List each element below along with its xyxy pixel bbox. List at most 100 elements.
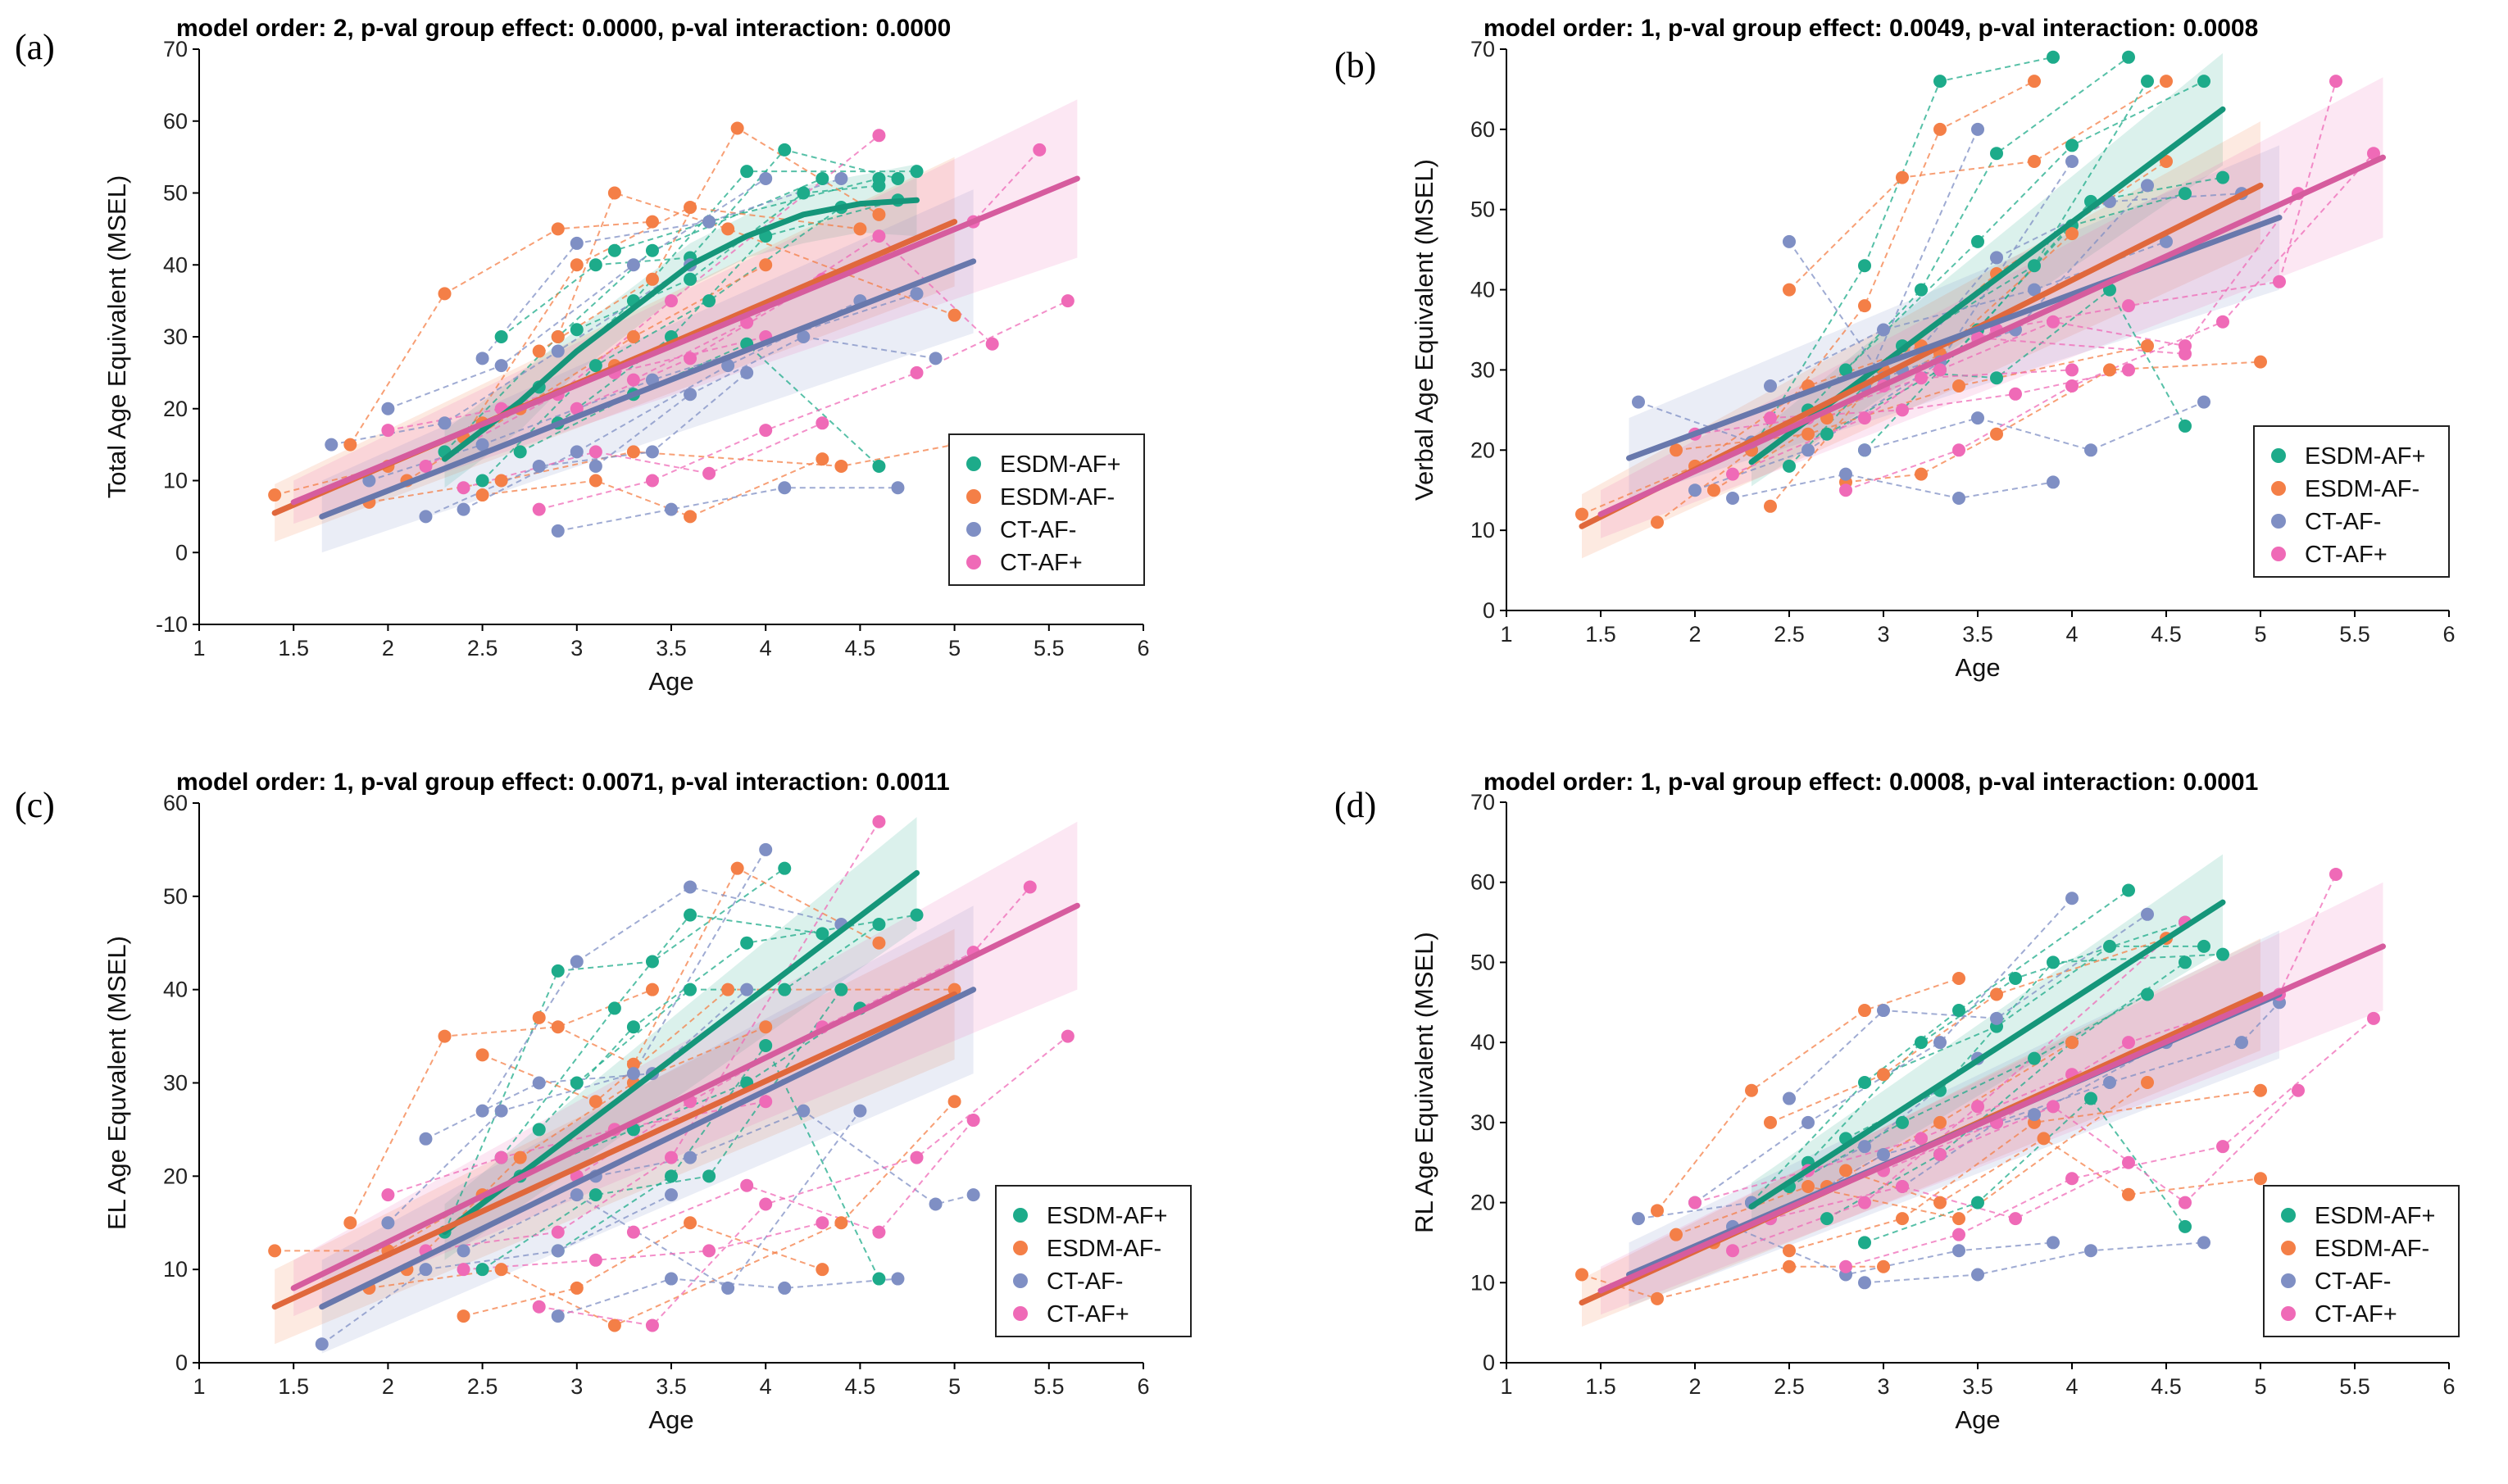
confidence-band: [293, 99, 1078, 524]
legend-marker: [1013, 1241, 1028, 1255]
y-tick-label: 70: [1470, 37, 1495, 61]
data-point: [1858, 259, 1871, 273]
data-point: [2122, 50, 2135, 64]
data-point: [2179, 955, 2192, 969]
y-tick-label: -10: [156, 612, 188, 637]
data-point: [551, 1309, 565, 1323]
y-tick-label: 30: [1470, 357, 1495, 382]
data-point: [2160, 234, 2173, 248]
data-point: [419, 459, 433, 473]
data-point: [2367, 1011, 2380, 1025]
subject-trajectory: [1939, 1090, 2299, 1204]
data-point: [1651, 1204, 1664, 1218]
y-tick-label: 20: [1470, 1191, 1495, 1215]
data-point: [2065, 363, 2079, 377]
data-point: [513, 445, 527, 459]
legend-marker: [1013, 1306, 1028, 1321]
data-point: [570, 1281, 584, 1295]
chart-title: model order: 1, p-val group effect: 0.00…: [1483, 769, 2258, 796]
data-point: [2160, 75, 2173, 88]
data-point: [343, 438, 357, 452]
data-point: [419, 1263, 433, 1277]
data-point: [2103, 363, 2116, 377]
data-point: [475, 488, 489, 502]
y-axis-label: EL Age Equvalent (MSEL): [102, 936, 131, 1230]
legend-marker: [2281, 1306, 2296, 1321]
y-tick-label: 0: [175, 1350, 188, 1375]
data-point: [2037, 1132, 2051, 1146]
data-point: [872, 815, 886, 828]
x-tick-label: 5.5: [1034, 636, 1065, 660]
legend-marker: [2271, 514, 2286, 529]
x-tick-label: 1.5: [278, 636, 309, 660]
data-point: [645, 272, 659, 286]
data-point: [607, 1001, 621, 1015]
data-point: [730, 121, 744, 135]
data-point: [626, 373, 640, 387]
data-point: [665, 502, 678, 516]
data-point: [588, 1253, 602, 1267]
data-point: [966, 1188, 980, 1202]
x-tick-label: 5.5: [1034, 1374, 1065, 1399]
data-point: [797, 186, 811, 200]
data-point: [1858, 299, 1871, 313]
x-tick-label: 5: [948, 1374, 961, 1399]
data-point: [2103, 939, 2116, 953]
data-point: [2028, 1108, 2041, 1122]
data-point: [778, 143, 792, 157]
subject-trajectory: [1883, 288, 2186, 427]
data-point: [607, 243, 621, 257]
data-point: [1933, 1115, 1947, 1129]
data-point: [759, 842, 773, 856]
data-point: [1858, 1076, 1871, 1089]
data-point: [2179, 419, 2192, 433]
data-point: [532, 502, 546, 516]
x-tick-label: 4: [2065, 622, 2078, 647]
data-point: [1726, 492, 1739, 505]
legend-label: CT-AF+: [2305, 542, 2388, 568]
subject-trajectory: [481, 177, 842, 359]
fit-line: [442, 197, 920, 462]
data-point: [315, 1337, 329, 1351]
subject-trajectory: [1939, 193, 2299, 371]
data-point: [626, 1020, 640, 1034]
subject-trajectory: [595, 148, 898, 266]
data-point: [645, 445, 659, 459]
data-point: [475, 1048, 489, 1062]
data-point: [1783, 1244, 1796, 1258]
data-point: [494, 1104, 508, 1118]
data-point: [457, 1263, 470, 1277]
data-point: [684, 510, 697, 524]
data-point: [2329, 75, 2342, 88]
data-point: [2197, 75, 2210, 88]
data-point: [2141, 179, 2154, 193]
data-point: [2084, 1244, 2097, 1258]
data-point: [759, 171, 773, 185]
x-tick-label: 3: [570, 636, 583, 660]
subject-trajectory: [463, 1110, 861, 1290]
data-point: [2216, 1140, 2229, 1154]
data-point: [645, 955, 659, 969]
data-point: [834, 1216, 848, 1230]
x-tick-label: 1.5: [1585, 622, 1616, 647]
data-point: [797, 1104, 811, 1118]
data-point: [2197, 395, 2210, 409]
data-point: [2065, 379, 2079, 393]
data-point: [929, 1197, 943, 1211]
legend-box: [995, 1185, 1192, 1337]
subject-trajectory: [462, 206, 861, 438]
data-point: [1933, 1036, 1947, 1050]
y-tick-label: 70: [163, 37, 188, 61]
data-point: [2028, 75, 2041, 88]
data-point: [1952, 971, 1965, 985]
legend-label: ESDM-AF-: [2305, 476, 2419, 502]
legend-label: ESDM-AF+: [2305, 443, 2425, 470]
data-point: [1877, 1004, 1890, 1018]
x-tick-label: 2: [382, 1374, 394, 1399]
subject-trajectory: [557, 1044, 880, 1279]
data-point: [1858, 1140, 1871, 1154]
fit-line: [271, 991, 958, 1310]
data-point: [2028, 1051, 2041, 1065]
data-point: [2141, 907, 2154, 921]
